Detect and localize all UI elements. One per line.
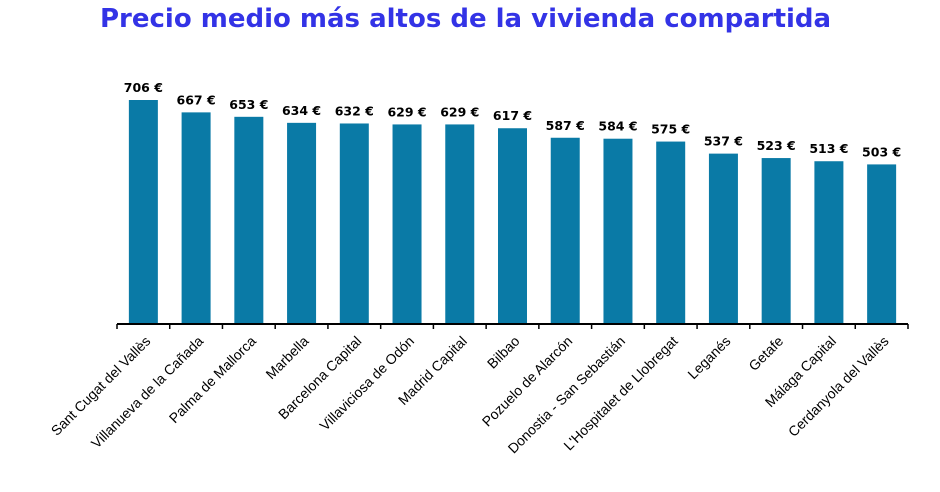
bars-layer <box>128 100 897 325</box>
data-label: 584 € <box>598 119 637 134</box>
data-label: 634 € <box>282 103 321 118</box>
data-label: 617 € <box>493 108 532 123</box>
category-label: Pozuelo de Alarcón <box>479 333 576 430</box>
category-label: Sant Cugat del Vallès <box>48 333 154 439</box>
bar <box>814 161 844 324</box>
data-label: 667 € <box>177 92 216 107</box>
bar <box>603 138 633 324</box>
category-label: Bilbao <box>484 333 523 372</box>
bar <box>339 123 369 324</box>
data-label: 587 € <box>546 118 585 133</box>
bar <box>234 116 264 325</box>
bar <box>128 100 158 324</box>
bar <box>445 124 475 324</box>
bar <box>867 164 897 324</box>
category-label: Getafe <box>745 333 786 374</box>
bar <box>287 122 317 324</box>
x-axis <box>116 323 909 329</box>
category-label: Cerdanyola del Vallès <box>785 333 892 440</box>
data-label: 513 € <box>809 141 848 156</box>
data-label: 706 € <box>124 80 163 95</box>
bar <box>181 112 211 325</box>
value-labels-layer: 706 € 667 € 653 € 634 € 632 € 629 € 629 € 617 €… <box>124 80 901 159</box>
data-label: 629 € <box>440 104 479 119</box>
bar <box>761 158 791 324</box>
data-label: 632 € <box>335 103 374 118</box>
data-label: 503 € <box>862 144 901 159</box>
chart-title: Precio medio más altos de la vivienda co… <box>100 4 832 34</box>
category-label: Leganés <box>684 333 733 382</box>
data-label: 537 € <box>704 134 743 149</box>
bar <box>392 124 422 324</box>
category-label: Marbella <box>262 333 311 382</box>
data-label: 629 € <box>387 104 426 119</box>
bar <box>708 153 738 324</box>
bar <box>656 141 686 324</box>
data-label: 653 € <box>229 97 268 112</box>
category-label: Villaviciosa de Odón <box>316 333 417 434</box>
bar <box>498 128 527 324</box>
data-label: 523 € <box>757 138 796 153</box>
data-label: 575 € <box>651 122 690 137</box>
bar <box>550 137 580 324</box>
